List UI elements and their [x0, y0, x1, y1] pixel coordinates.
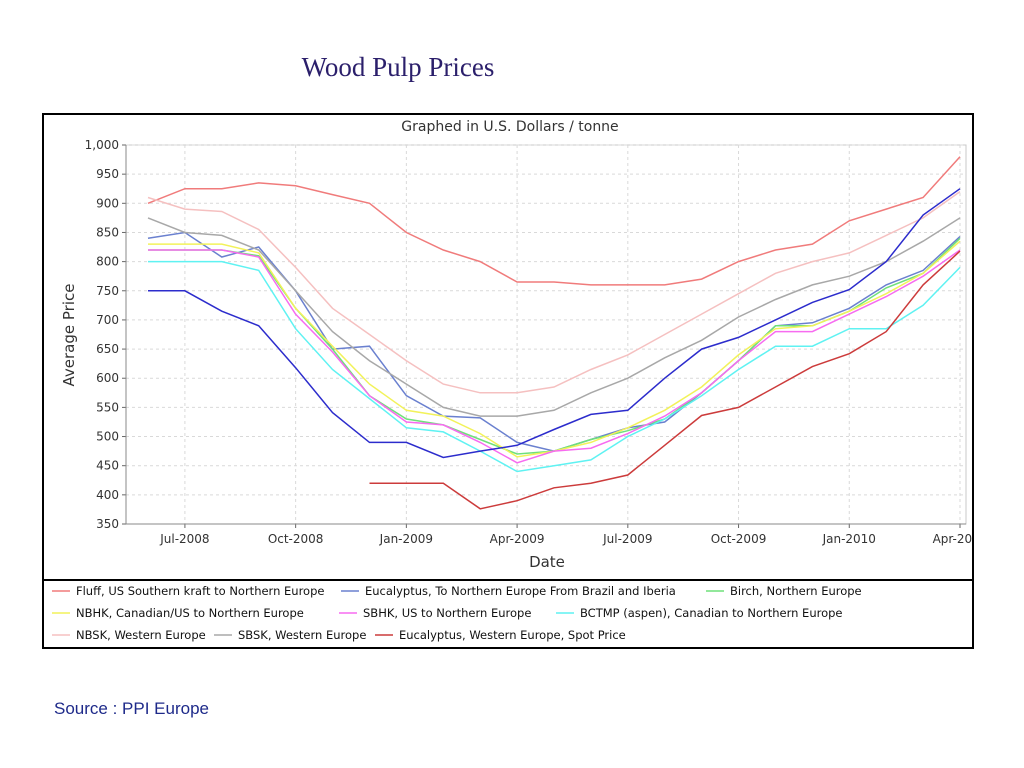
legend-item: NBHK, Canadian/US to Northern Europe [52, 606, 304, 620]
legend-label: NBSK, Western Europe [76, 628, 206, 642]
x-tick-label: Jul-2009 [602, 532, 652, 546]
source-note: Source : PPI Europe [54, 699, 209, 718]
series-line-5 [148, 260, 961, 473]
chart-title: Graphed in U.S. Dollars / tonne [401, 119, 618, 135]
legend-item: SBHK, US to Northern Europe [339, 606, 531, 620]
series-line-9 [148, 188, 961, 459]
y-tick-label: 1,000 [85, 138, 119, 152]
x-tick-label: Oct-2009 [711, 532, 767, 546]
y-tick-label: 700 [96, 313, 119, 327]
legend-item: Fluff, US Southern kraft to Northern Eur… [52, 584, 324, 598]
x-tick-label: Oct-2008 [268, 532, 324, 546]
x-tick-label: Apr-2009 [490, 532, 545, 546]
y-tick-label: 350 [96, 517, 119, 531]
slide-title: Wood Pulp Prices [301, 52, 495, 82]
series-line-4 [148, 249, 961, 464]
legend-label: NBHK, Canadian/US to Northern Europe [76, 606, 304, 620]
legend-label: BCTMP (aspen), Canadian to Northern Euro… [580, 606, 843, 620]
series-lines [147, 156, 961, 510]
x-tick-label: Apr-2010 [933, 532, 972, 546]
legend-item: SBSK, Western Europe [214, 628, 366, 642]
legend-label: SBHK, US to Northern Europe [363, 606, 531, 620]
legend-label: SBSK, Western Europe [238, 628, 366, 642]
y-tick-label: 800 [96, 255, 119, 269]
series-line-6 [147, 190, 961, 394]
legend-label: Eucalyptus, To Northern Europe From Braz… [365, 584, 676, 598]
legend-item: NBSK, Western Europe [52, 628, 206, 642]
chart: Graphed in U.S. Dollars / tonne 1,000 950… [44, 119, 988, 664]
y-tick-label: 900 [96, 196, 119, 210]
y-tick-label: 500 [96, 430, 119, 444]
y-tick-label: 550 [96, 400, 119, 414]
y-axis-label: Average Price [60, 284, 78, 387]
x-axis-label: Date [529, 553, 565, 571]
legend-label: Birch, Northern Europe [730, 584, 862, 598]
series-line-0 [147, 156, 961, 286]
series-line-7 [147, 217, 961, 417]
chart-frame: Graphed in U.S. Dollars / tonne 1,000 950… [42, 113, 988, 664]
legend-item: Eucalyptus, To Northern Europe From Braz… [341, 584, 676, 598]
x-tick-label: Jul-2008 [159, 532, 209, 546]
x-tick-label: Jan-2010 [822, 532, 876, 546]
legend-item: Eucalyptus, Western Europe, Spot Price [375, 628, 626, 642]
y-tick-label: 850 [96, 225, 119, 239]
legend-label: Eucalyptus, Western Europe, Spot Price [399, 628, 626, 642]
y-tick-label: 650 [96, 342, 119, 356]
y-tick-label: 750 [96, 284, 119, 298]
legend: Fluff, US Southern kraft to Northern Eur… [44, 579, 972, 664]
legend-item: BCTMP (aspen), Canadian to Northern Euro… [556, 606, 843, 620]
y-tick-label: 600 [96, 371, 119, 385]
y-tick-label: 450 [96, 459, 119, 473]
legend-item: Birch, Northern Europe [706, 584, 862, 598]
axes: 1,000 950 900 850 800 750 700 650 600 550 500 450 40… [85, 138, 988, 546]
x-tick-label: Jan-2009 [379, 532, 433, 546]
y-tick-label: 950 [96, 167, 119, 181]
legend-label: Fluff, US Southern kraft to Northern Eur… [76, 584, 324, 598]
y-tick-label: 400 [96, 488, 119, 502]
series-line-8 [369, 250, 961, 510]
